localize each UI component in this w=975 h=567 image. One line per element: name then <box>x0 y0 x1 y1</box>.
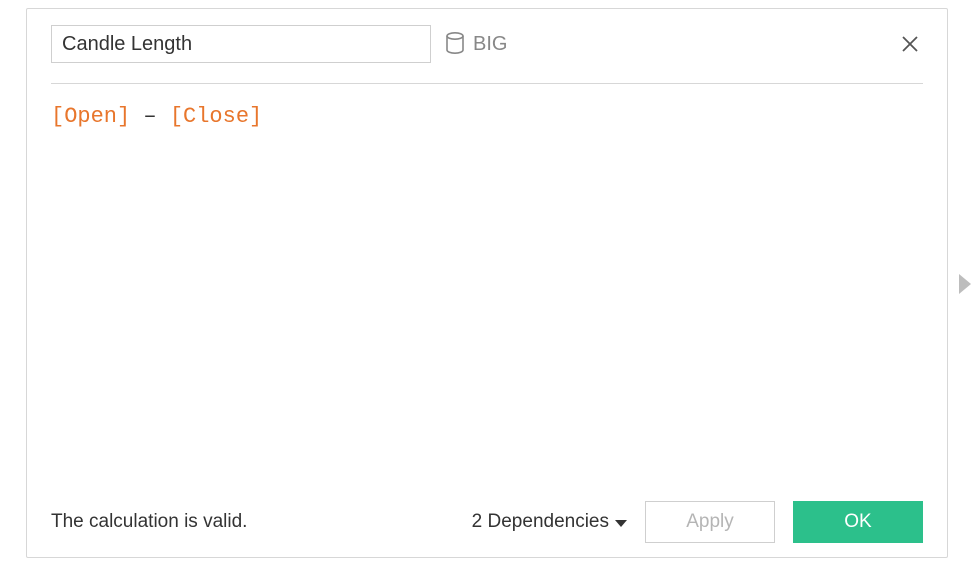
formula-operator-token <box>157 104 170 129</box>
datasource-indicator[interactable]: BIG <box>445 32 507 56</box>
formula-operator-token <box>130 104 143 129</box>
formula-operator-token: – <box>143 104 156 129</box>
apply-button[interactable]: Apply <box>645 501 775 543</box>
caret-down-icon <box>615 520 627 527</box>
close-button[interactable] <box>897 31 923 57</box>
dialog-footer: The calculation is valid. 2 Dependencies… <box>51 491 923 543</box>
expand-panel-handle[interactable] <box>959 274 971 294</box>
header-divider <box>51 83 923 84</box>
formula-field-token: [Close] <box>170 104 262 129</box>
database-icon <box>445 32 465 56</box>
formula-field-token: [Open] <box>51 104 130 129</box>
formula-editor[interactable]: [Open] – [Close] <box>51 102 923 491</box>
dependencies-label: 2 Dependencies <box>472 511 609 533</box>
dialog-header: BIG <box>51 25 923 63</box>
validation-status: The calculation is valid. <box>51 511 247 533</box>
field-name-input[interactable] <box>51 25 431 63</box>
calculated-field-dialog: BIG [Open] – [Close] The calculation is … <box>26 8 948 558</box>
ok-button[interactable]: OK <box>793 501 923 543</box>
ok-button-label: OK <box>844 511 871 533</box>
dependencies-dropdown[interactable]: 2 Dependencies <box>472 511 627 533</box>
apply-button-label: Apply <box>686 511 734 533</box>
datasource-label: BIG <box>473 33 507 56</box>
close-icon <box>900 34 920 54</box>
